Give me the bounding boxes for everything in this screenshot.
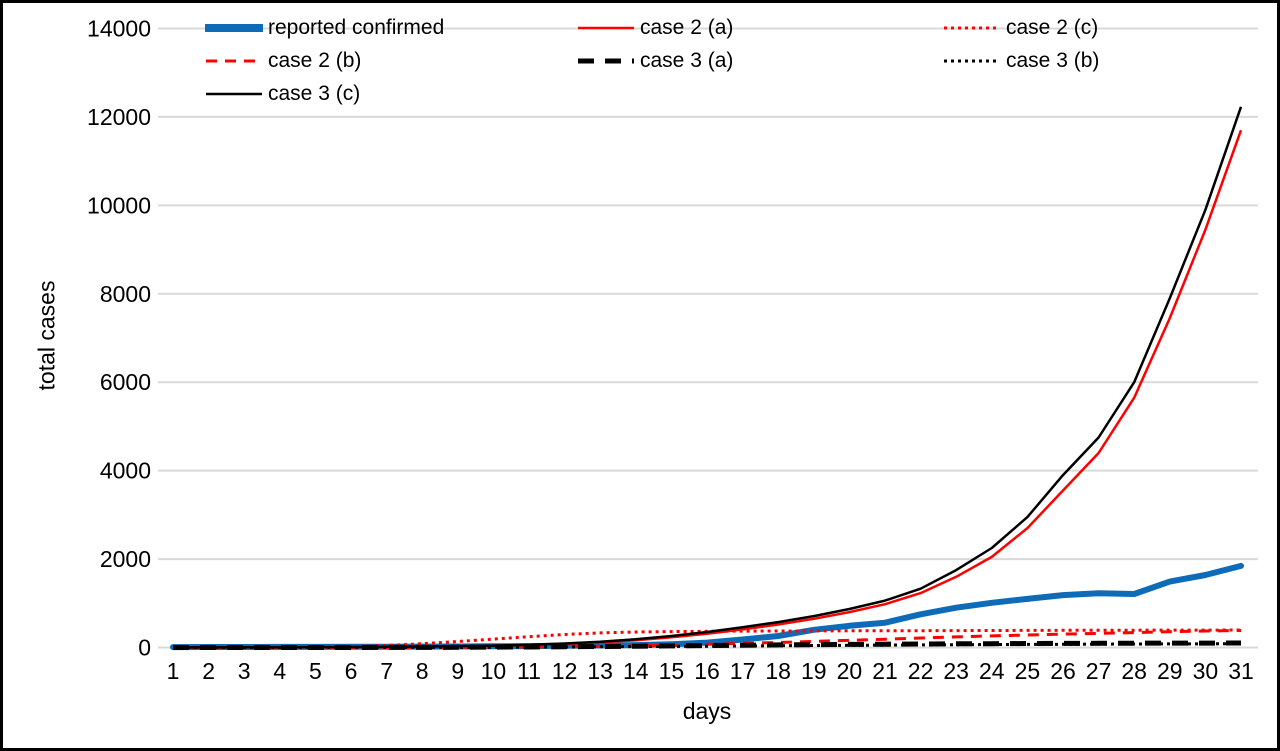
x-tick-label-2: 2 xyxy=(202,658,215,684)
x-tick-label-25: 25 xyxy=(1015,658,1041,684)
x-tick-label-14: 14 xyxy=(623,658,649,684)
x-tick-label-30: 30 xyxy=(1193,658,1219,684)
legend-swatch-case3b xyxy=(944,59,1000,63)
legend-item-case3a: case 3 (a) xyxy=(577,49,734,72)
legend-swatch-case2c xyxy=(944,26,1000,30)
legend-swatch-case2a xyxy=(578,26,634,30)
y-tick-label-8000: 8000 xyxy=(100,281,151,307)
x-axis-title: days xyxy=(682,698,732,724)
x-tick-label-7: 7 xyxy=(380,658,393,684)
legend-label-case2a: case 2 (a) xyxy=(640,16,734,39)
x-tick-label-28: 28 xyxy=(1121,658,1147,684)
x-tick-label-5: 5 xyxy=(309,658,322,684)
x-tick-label-8: 8 xyxy=(416,658,429,684)
x-tick-label-11: 11 xyxy=(517,658,541,684)
y-tick-label-0: 0 xyxy=(138,635,151,661)
series-line-case3c xyxy=(173,106,1243,649)
x-tick-label-1: 1 xyxy=(167,658,180,684)
legend-item-case2b: case 2 (b) xyxy=(205,49,362,72)
x-tick-label-26: 26 xyxy=(1050,658,1076,684)
legend-label-case2b: case 2 (b) xyxy=(268,49,362,72)
x-tick-label-22: 22 xyxy=(908,658,934,684)
legend-label-case3a: case 3 (a) xyxy=(640,49,734,72)
x-tick-label-9: 9 xyxy=(451,658,464,684)
x-tick-label-24: 24 xyxy=(979,658,1005,684)
legend-item-case2a: case 2 (a) xyxy=(577,16,734,39)
x-tick-label-23: 23 xyxy=(943,658,969,684)
x-tick-label-17: 17 xyxy=(730,658,756,684)
legend-item-case2c: case 2 (c) xyxy=(943,16,1099,39)
x-tick-label-27: 27 xyxy=(1086,658,1112,684)
x-tick-label-10: 10 xyxy=(481,658,507,684)
x-tick-label-6: 6 xyxy=(345,658,358,684)
legend-item-reported: reported confirmed xyxy=(205,16,445,39)
legend-label-reported: reported confirmed xyxy=(268,16,445,39)
legend-item-case3c: case 3 (c) xyxy=(205,82,361,105)
series-line-case2a xyxy=(173,129,1243,649)
legend-label-case2c: case 2 (c) xyxy=(1006,16,1099,39)
legend-label-case3c: case 3 (c) xyxy=(268,82,361,105)
x-tick-label-31: 31 xyxy=(1228,658,1254,684)
y-tick-label-4000: 4000 xyxy=(100,458,151,484)
x-tick-label-18: 18 xyxy=(765,658,791,684)
legend-swatch-case2b xyxy=(206,59,262,63)
legend-swatch-case3c xyxy=(206,92,262,96)
x-tick-label-19: 19 xyxy=(801,658,827,684)
y-tick-label-6000: 6000 xyxy=(100,369,151,395)
y-tick-label-2000: 2000 xyxy=(100,546,151,572)
x-tick-label-16: 16 xyxy=(694,658,720,684)
x-tick-label-12: 12 xyxy=(552,658,578,684)
x-tick-label-21: 21 xyxy=(872,658,898,684)
x-tick-label-4: 4 xyxy=(273,658,286,684)
y-tick-label-14000: 14000 xyxy=(87,16,151,42)
legend-label-case3b: case 3 (b) xyxy=(1006,49,1100,72)
y-tick-label-10000: 10000 xyxy=(87,192,151,218)
y-axis-title: total cases xyxy=(33,280,60,391)
x-tick-label-3: 3 xyxy=(238,658,251,684)
y-tick-label-12000: 12000 xyxy=(87,104,151,130)
x-tick-label-20: 20 xyxy=(837,658,863,684)
legend-swatch-case3a xyxy=(578,58,634,64)
legend-item-case3b: case 3 (b) xyxy=(943,49,1100,72)
x-tick-label-29: 29 xyxy=(1157,658,1183,684)
x-tick-label-13: 13 xyxy=(587,658,613,684)
x-tick-label-15: 15 xyxy=(659,658,685,684)
legend-swatch-reported xyxy=(205,24,263,32)
